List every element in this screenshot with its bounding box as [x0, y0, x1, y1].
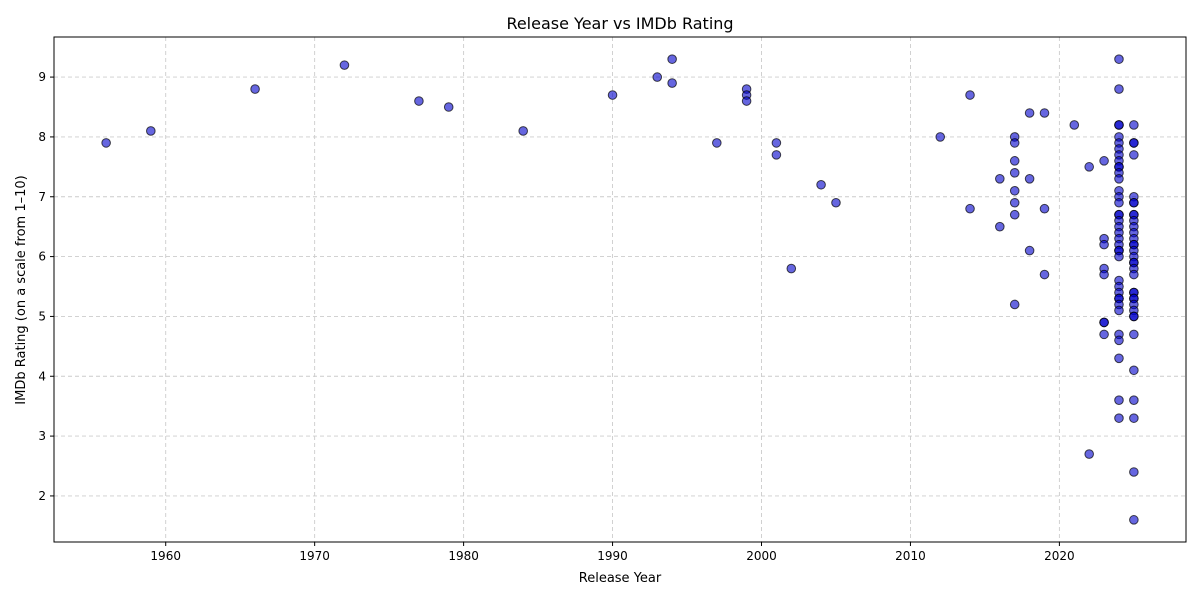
data-point [1099, 239, 1109, 250]
data-point [250, 84, 260, 94]
x-tick-label: 2020 [1044, 549, 1075, 563]
data-point [1114, 197, 1124, 208]
data-point [1129, 311, 1139, 322]
data-point [771, 150, 782, 160]
data-point [1009, 299, 1020, 310]
data-points [101, 54, 1139, 525]
data-point [101, 138, 111, 148]
y-axis-label: IMDb Rating (on a scale from 1–10) [14, 175, 29, 404]
data-point [1129, 120, 1139, 130]
data-point [1114, 120, 1124, 130]
data-point [1114, 305, 1124, 316]
data-point [518, 126, 528, 136]
data-point [995, 174, 1005, 184]
data-point [667, 54, 677, 64]
y-tick-label: 9 [38, 70, 46, 84]
data-point [652, 72, 663, 82]
data-point [831, 197, 841, 208]
axis-ticks: 1960 1970 1980 1990 2000 2010 2020 2 3 4 5 6 7 8 9 [38, 70, 1074, 563]
data-point [1009, 209, 1020, 220]
y-tick-label: 5 [38, 309, 46, 323]
data-point [995, 221, 1005, 232]
data-point [1114, 174, 1124, 184]
data-point [1009, 197, 1020, 208]
data-point [1129, 197, 1139, 208]
data-point [935, 132, 946, 142]
y-tick-label: 7 [38, 190, 46, 204]
data-point [1099, 269, 1109, 280]
data-point [1114, 353, 1124, 364]
x-tick-label: 1970 [299, 549, 330, 563]
data-point [1039, 108, 1050, 118]
y-tick-label: 3 [38, 429, 46, 443]
data-point [1114, 335, 1124, 346]
y-tick-label: 8 [38, 130, 46, 144]
data-point [1129, 150, 1139, 160]
plot-frame [53, 36, 1187, 543]
data-point [1114, 395, 1124, 405]
data-point [1129, 269, 1139, 280]
y-tick-label: 4 [38, 369, 46, 383]
data-point [816, 179, 826, 190]
data-point [443, 102, 454, 112]
data-point [965, 90, 975, 100]
data-point [1084, 449, 1094, 459]
data-point [965, 203, 975, 214]
data-point [1024, 245, 1035, 256]
data-point [1099, 156, 1109, 166]
data-point [1114, 413, 1124, 423]
data-point [1129, 138, 1139, 148]
data-point [1129, 413, 1139, 423]
data-point [1114, 251, 1124, 262]
data-point [786, 263, 797, 274]
y-tick-label: 6 [38, 250, 46, 264]
data-point [1039, 269, 1050, 280]
data-point [1009, 168, 1020, 178]
data-point [1084, 162, 1094, 172]
data-point [1024, 108, 1035, 118]
y-tick-label: 2 [38, 489, 46, 503]
data-point [1009, 185, 1020, 196]
data-point [712, 138, 722, 148]
data-point [1129, 395, 1139, 405]
data-point [771, 138, 782, 148]
x-tick-label: 2010 [895, 549, 926, 563]
data-point [1129, 329, 1139, 340]
x-axis-label: Release Year [579, 571, 662, 586]
data-point [741, 96, 752, 106]
data-point [667, 78, 677, 88]
x-tick-label: 1960 [150, 549, 181, 563]
data-point [146, 126, 156, 136]
data-point [1129, 365, 1139, 376]
data-point [607, 90, 618, 100]
chart-title: Release Year vs IMDb Rating [506, 14, 733, 33]
data-point [339, 60, 350, 70]
data-point [1129, 515, 1139, 525]
data-point [1114, 84, 1124, 94]
grid-lines [54, 37, 1186, 542]
data-point [1114, 54, 1124, 64]
data-point [1009, 156, 1020, 166]
x-tick-label: 2000 [746, 549, 777, 563]
data-point [1129, 467, 1139, 477]
data-point [1099, 317, 1109, 328]
x-tick-label: 1980 [448, 549, 479, 563]
x-tick-label: 1990 [597, 549, 628, 563]
data-point [414, 96, 424, 106]
data-point [1024, 174, 1035, 184]
data-point [1039, 203, 1050, 214]
data-point [1099, 329, 1109, 340]
data-point [1069, 120, 1080, 130]
data-point [1009, 138, 1020, 148]
